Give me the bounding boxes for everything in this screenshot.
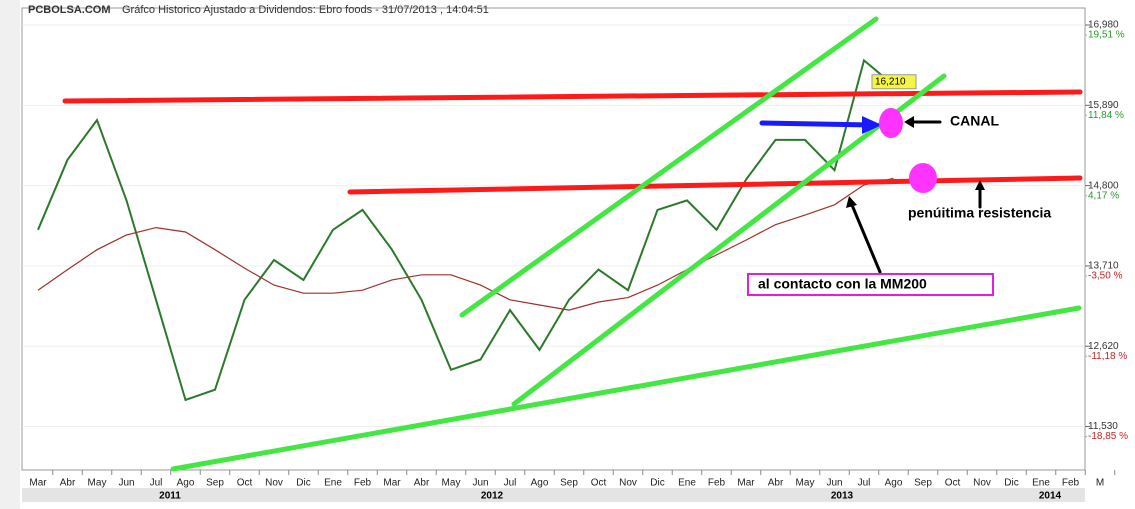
channel-line (459, 16, 879, 318)
x-tick-label: May (442, 478, 461, 489)
year-band (22, 488, 1085, 502)
x-tick-label: Dic (650, 478, 664, 489)
y2-tick-label: -11,18 % (1088, 351, 1127, 362)
annotation: al contacto con la MM200 (758, 276, 927, 292)
x-tick-label: Abr (768, 478, 784, 489)
x-tick-label: Nov (265, 478, 283, 489)
x-tick-label: Oct (237, 478, 253, 489)
resistance-line (347, 175, 1083, 195)
x-tick-label: Nov (973, 478, 991, 489)
x-tick-label: Ago (885, 478, 903, 489)
x-tick-label: Abr (60, 478, 76, 489)
y-tick-label: 14,800 (1088, 180, 1119, 191)
y2-tick-label: -3,50 % (1088, 271, 1123, 282)
y2-tick-label: 4,17 % (1088, 190, 1119, 201)
year-label: 2011 (159, 491, 181, 502)
x-tick-label: Sep (560, 478, 578, 489)
price-tag-label: 16,210 (875, 76, 906, 87)
arrow-head (862, 116, 882, 134)
x-tick-label: May (796, 478, 815, 489)
callout-box (747, 273, 994, 296)
y-tick-label: 16,980 (1088, 20, 1119, 31)
resistance-line (62, 89, 1083, 104)
x-tick-label: Mar (737, 478, 755, 489)
annotation: penúitima resistencia (908, 205, 1051, 221)
x-tick-label: Sep (914, 478, 932, 489)
y2-tick-label: -18,85 % (1088, 431, 1128, 442)
y-tick-label: 11,530 (1088, 421, 1118, 432)
year-label: 2012 (481, 491, 504, 502)
y-tick-label: 12,620 (1088, 341, 1119, 352)
x-tick-label: Abr (414, 478, 430, 489)
x-tick-label: Feb (708, 478, 726, 489)
x-tick-label: M (1096, 478, 1104, 489)
arrow-head (846, 196, 857, 208)
x-tick-label: Jul (150, 478, 163, 489)
x-tick-label: Jun (826, 478, 842, 489)
channel-line (511, 73, 947, 407)
marker (879, 108, 903, 138)
y-tick-label: 13,710 (1088, 261, 1119, 272)
x-tick-label: Jul (504, 478, 517, 489)
x-tick-label: Mar (29, 478, 47, 489)
chart-title: Gráfco Historico Ajustado a Dividendos: … (122, 4, 489, 16)
price-tag (871, 74, 917, 90)
left-gutter (0, 0, 20, 509)
support-line (170, 305, 1082, 472)
x-tick-label: Jun (118, 478, 134, 489)
year-label: 2014 (1039, 491, 1062, 502)
arrow-head (904, 116, 914, 128)
x-tick-label: Dic (296, 478, 310, 489)
x-tick-label: Ago (531, 478, 549, 489)
x-tick-label: Ene (678, 478, 696, 489)
year-label: 2013 (831, 491, 854, 502)
x-tick-label: Oct (945, 478, 961, 489)
y2-tick-label: 11,84 % (1088, 110, 1124, 121)
x-tick-label: Oct (591, 478, 607, 489)
y-tick-label: 15,890 (1088, 100, 1119, 111)
marker (909, 163, 937, 193)
x-tick-label: Feb (1062, 478, 1080, 489)
x-tick-label: Ene (1032, 478, 1050, 489)
x-tick-label: May (88, 478, 107, 489)
arrow (850, 203, 882, 274)
annotations (62, 16, 1083, 472)
site-name: PCBOLSA.COM (28, 4, 111, 16)
x-tick-label: Jul (858, 478, 871, 489)
x-tick-label: Ago (177, 478, 195, 489)
x-tick-label: Dic (1004, 478, 1018, 489)
x-tick-label: Mar (383, 478, 401, 489)
x-tick-label: Ene (324, 478, 342, 489)
arrow (759, 120, 875, 128)
x-tick-label: Jun (472, 478, 488, 489)
series-line (37, 177, 894, 311)
arrow-head (975, 180, 985, 190)
y2-tick-label: 19,51 % (1088, 30, 1125, 41)
series-line (37, 58, 895, 402)
x-tick-label: Sep (206, 478, 224, 489)
x-tick-label: Feb (354, 478, 372, 489)
x-tick-label: Nov (619, 478, 637, 489)
annotation: CANAL (950, 113, 999, 129)
